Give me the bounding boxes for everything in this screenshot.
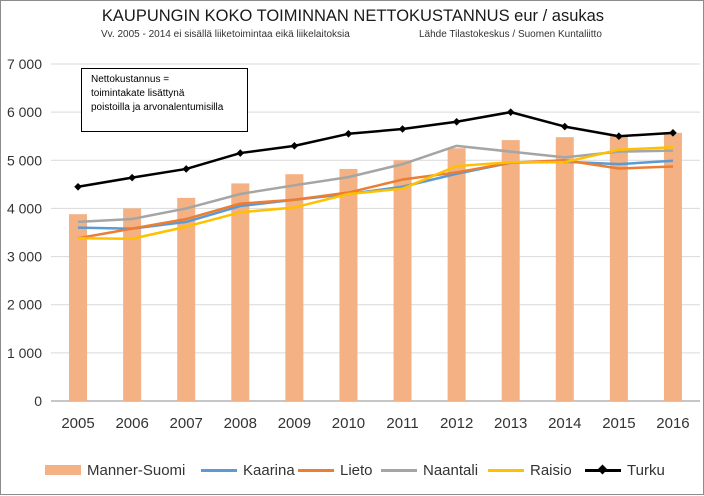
y-tick-label: 5 000 <box>7 152 42 168</box>
chart-title: KAUPUNGIN KOKO TOIMINNAN NETTOKUSTANNUS … <box>101 7 605 25</box>
line-lieto <box>77 159 674 240</box>
marker-turku <box>615 132 623 141</box>
bar-manner-suomi <box>393 160 412 401</box>
legend-label-manner-suomi: Manner-Suomi <box>87 461 186 479</box>
annotation-line-2: toimintakate lisättynä <box>91 88 185 99</box>
bar-manner-suomi <box>123 208 142 401</box>
legend-swatch-kaarina <box>201 468 237 472</box>
legend: Manner-Suomi Kaarina Lieto Naantali Rais… <box>1 459 704 481</box>
annotation-line-1: Nettokustannus = <box>91 74 170 85</box>
bar-manner-suomi <box>501 140 520 401</box>
legend-label-turku: Turku <box>627 461 665 479</box>
legend-item-raisio: Raisio <box>488 459 572 481</box>
marker-turku <box>290 142 299 150</box>
bar-manner-suomi <box>69 214 88 401</box>
legend-swatch-lieto <box>298 468 334 472</box>
marker-turku <box>128 173 136 182</box>
bar-manner-suomi <box>663 132 682 401</box>
marker-turku <box>344 130 353 138</box>
legend-swatch-naantali <box>381 468 417 472</box>
legend-swatch-turku <box>585 464 621 474</box>
line-turku <box>77 110 674 188</box>
bar-manner-suomi <box>555 137 574 402</box>
legend-label-raisio: Raisio <box>530 461 572 479</box>
y-tick-label: 0 <box>34 393 42 409</box>
x-tick-label: 2005 <box>61 415 94 432</box>
x-tick-label: 2015 <box>602 415 635 432</box>
chart-subtitle: Vv. 2005 - 2014 ei sisällä liiketoiminta… <box>101 29 350 40</box>
bar-manner-suomi <box>231 183 250 401</box>
x-tick-label: 2008 <box>224 415 257 432</box>
legend-item-kaarina: Kaarina <box>201 459 295 481</box>
x-tick-label: 2012 <box>440 415 473 432</box>
y-tick-label: 4 000 <box>7 200 42 216</box>
x-tick-label: 2013 <box>494 415 527 432</box>
marker-turku <box>182 165 191 173</box>
bar-manner-suomi <box>285 174 304 401</box>
legend-swatch-manner-suomi <box>45 465 81 475</box>
annotation-line-3: poistoilla ja arvonalentumisilla <box>91 102 224 113</box>
marker-turku <box>560 122 569 131</box>
annotation-box: Nettokustannus = toimintakate lisättynä … <box>81 68 248 132</box>
bar-manner-suomi <box>177 197 196 401</box>
y-tick-label: 1 000 <box>7 345 42 361</box>
marker-turku <box>398 125 407 133</box>
marker-turku <box>74 182 82 191</box>
line-raisio <box>78 146 674 241</box>
y-tick-label: 7 000 <box>7 56 42 72</box>
x-tick-label: 2010 <box>332 415 365 432</box>
legend-label-lieto: Lieto <box>340 461 373 479</box>
bar-manner-suomi <box>609 135 628 402</box>
legend-item-manner-suomi: Manner-Suomi <box>45 459 185 481</box>
y-tick-label: 2 000 <box>7 297 42 313</box>
bar-manner-suomi <box>447 148 466 401</box>
x-tick-label: 2007 <box>170 415 203 432</box>
legend-item-naantali: Naantali <box>381 459 478 481</box>
legend-label-naantali: Naantali <box>423 461 479 479</box>
marker-turku <box>506 108 515 116</box>
chart-source: Lähde Tilastokeskus / Suomen Kuntaliitto <box>419 29 602 40</box>
marker-turku <box>452 117 461 126</box>
y-tick-label: 6 000 <box>7 104 42 120</box>
legend-label-kaarina: Kaarina <box>243 461 295 479</box>
x-tick-label: 2009 <box>278 415 311 432</box>
x-tick-label: 2016 <box>656 415 689 432</box>
legend-swatch-raisio <box>488 468 524 472</box>
y-tick-label: 3 000 <box>7 249 42 265</box>
x-tick-label: 2011 <box>386 415 418 432</box>
x-tick-label: 2014 <box>548 415 581 432</box>
marker-turku <box>236 149 245 157</box>
x-tick-label: 2006 <box>115 415 148 432</box>
legend-item-lieto: Lieto <box>298 459 373 481</box>
legend-item-turku: Turku <box>585 459 665 481</box>
marker-turku <box>669 129 677 137</box>
bar-manner-suomi <box>339 168 358 401</box>
line-naantali <box>77 144 673 224</box>
